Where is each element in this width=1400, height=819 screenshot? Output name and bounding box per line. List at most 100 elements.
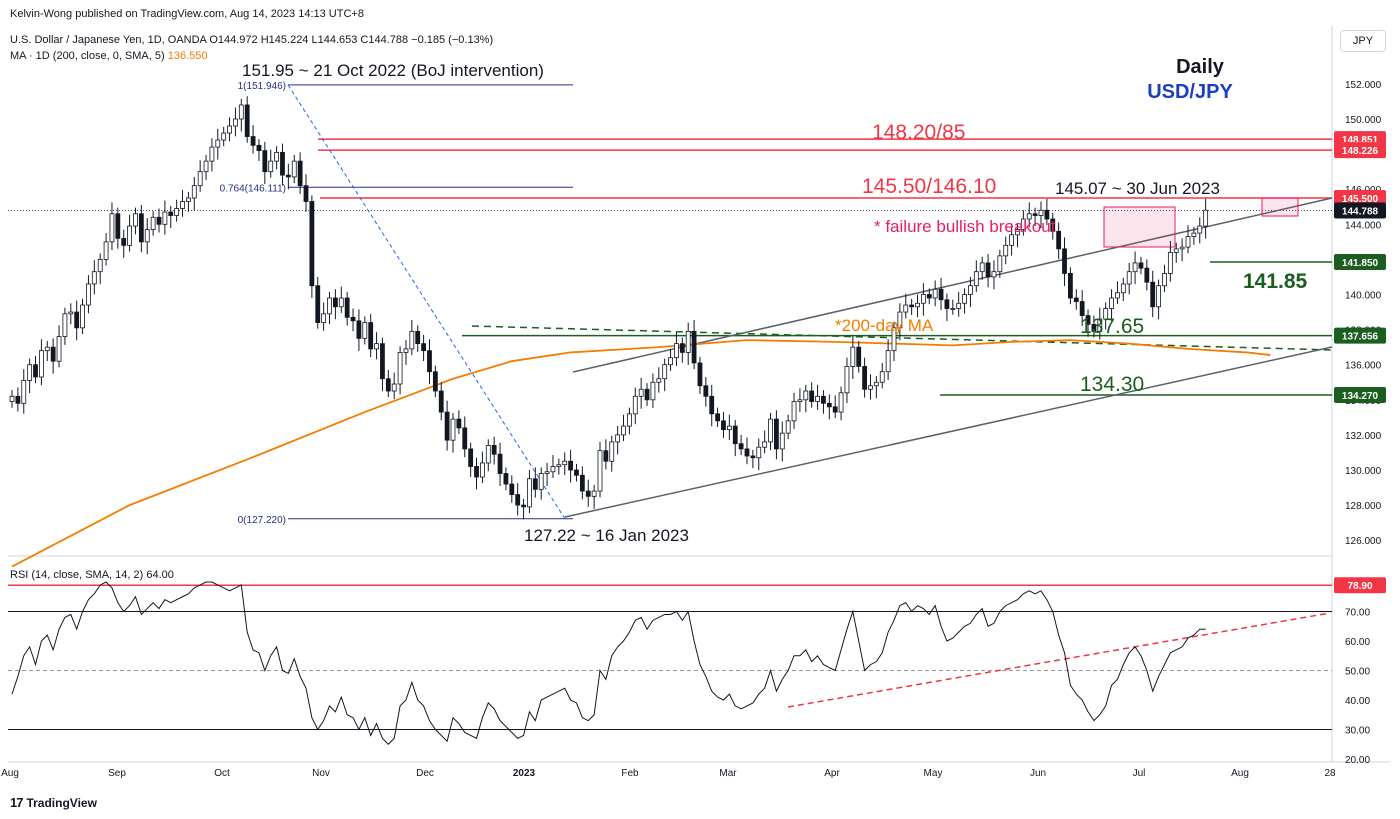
annotation-resistance2: 145.50/146.10 [862,175,996,198]
candle-body [438,390,444,413]
price-tag-label: 141.850 [1342,258,1379,269]
candle-body [962,294,967,304]
candle-body [280,151,285,176]
price-tag-label: 137.656 [1342,332,1379,343]
candle-body [797,399,803,402]
rsi-label: RSI (14, close, SMA, 14, 2) [10,569,144,581]
candle-body [497,453,503,474]
candle-body [127,225,132,246]
candle-body [674,343,679,359]
time-tick-label: Aug [1,768,19,779]
candle-body [521,504,526,508]
candle-body [1015,229,1020,236]
candle-body [697,362,703,387]
price-tag-box [1334,189,1386,206]
candle-body [785,420,791,434]
candle-body [50,346,56,362]
candle-body [938,288,944,301]
candle-body [86,283,91,306]
candle-body [256,144,262,151]
candle-body [39,350,44,378]
candle-body [868,385,873,390]
candle-body [568,460,573,471]
candle-body [944,299,950,309]
ma-label: MA · 1D (200, close, 0, SMA, 5) [10,50,165,62]
candle-body [356,320,362,339]
price-tag-label: 145.500 [1342,194,1379,205]
candle-body [468,448,474,467]
candle-body [362,322,368,339]
annotation-support3: 134.30 [1080,373,1144,396]
price-tag-label: 134.270 [1342,391,1379,402]
time-tick-label: 28 [1324,768,1336,779]
candle-body [556,464,562,467]
candle-body [597,450,603,492]
candle-body [668,357,673,366]
annotation-low: 127.22 ~ 16 Jan 2023 [524,526,689,545]
candle-body [891,327,897,352]
candle-body [303,185,309,202]
candle-body [391,383,397,392]
candle-body [174,208,180,216]
candle-body [762,441,768,448]
candle-body [609,441,615,462]
candle-body [1197,225,1203,234]
candle-body [427,350,432,373]
candle-body [932,288,938,299]
rsi-tick-label: 40.00 [1345,696,1370,707]
candle-body [62,313,68,338]
candle-body [721,420,726,431]
candle-body [862,366,867,390]
price-tick-label: 132.000 [1345,431,1382,442]
candle-body [121,237,127,246]
chart-subtitle: USD/JPY [1147,81,1233,103]
candle-body [144,229,150,243]
candle-body [715,413,720,422]
candle-body [380,343,385,380]
candle-body [9,395,15,402]
breakout-box-aug [1261,197,1299,217]
candle-body [1032,213,1038,216]
candle-body [80,304,85,329]
candle-body [350,316,356,322]
fib-label-bottom: 0(127.220) [238,515,286,526]
price-tick-label: 128.000 [1345,501,1382,512]
candle-body [274,151,280,162]
candle-body [544,471,550,474]
annotation-high: 151.95 ~ 21 Oct 2022 (BoJ intervention) [242,61,544,80]
candle-body [850,346,856,367]
candle-body [956,302,962,309]
candle-body [168,211,174,216]
fib-label-mid: 0.764(146.111) [220,183,286,194]
candle-body [432,371,438,392]
breakout-box-jun [1103,206,1176,248]
candle-body [603,450,609,462]
candle-body [227,125,232,134]
candle-body [1144,267,1150,283]
candle-body [297,160,303,187]
candle-body [644,388,650,401]
currency-button[interactable]: JPY [1340,30,1386,52]
candle-body [409,330,415,350]
candle-body [809,390,815,402]
candle-body [1050,218,1056,232]
candle-body [474,466,479,478]
time-tick-label: Jun [1030,768,1046,779]
candle-body [968,285,973,295]
price-tag-box [1334,254,1386,271]
tradingview-footer[interactable]: 17 TradingView [10,795,97,810]
candle-body [291,160,297,178]
candle-body [527,478,532,508]
chart-title: Daily [1176,56,1225,78]
candle-body [679,343,685,353]
candle-body [485,445,491,464]
candle-body [138,213,144,243]
candle-body [444,411,450,441]
candle-body [162,211,168,225]
fib-trend-line [287,84,566,520]
time-tick-label: Nov [312,768,330,779]
candle-body [1156,285,1161,308]
candle-body [103,241,109,260]
candle-body [1062,248,1067,274]
